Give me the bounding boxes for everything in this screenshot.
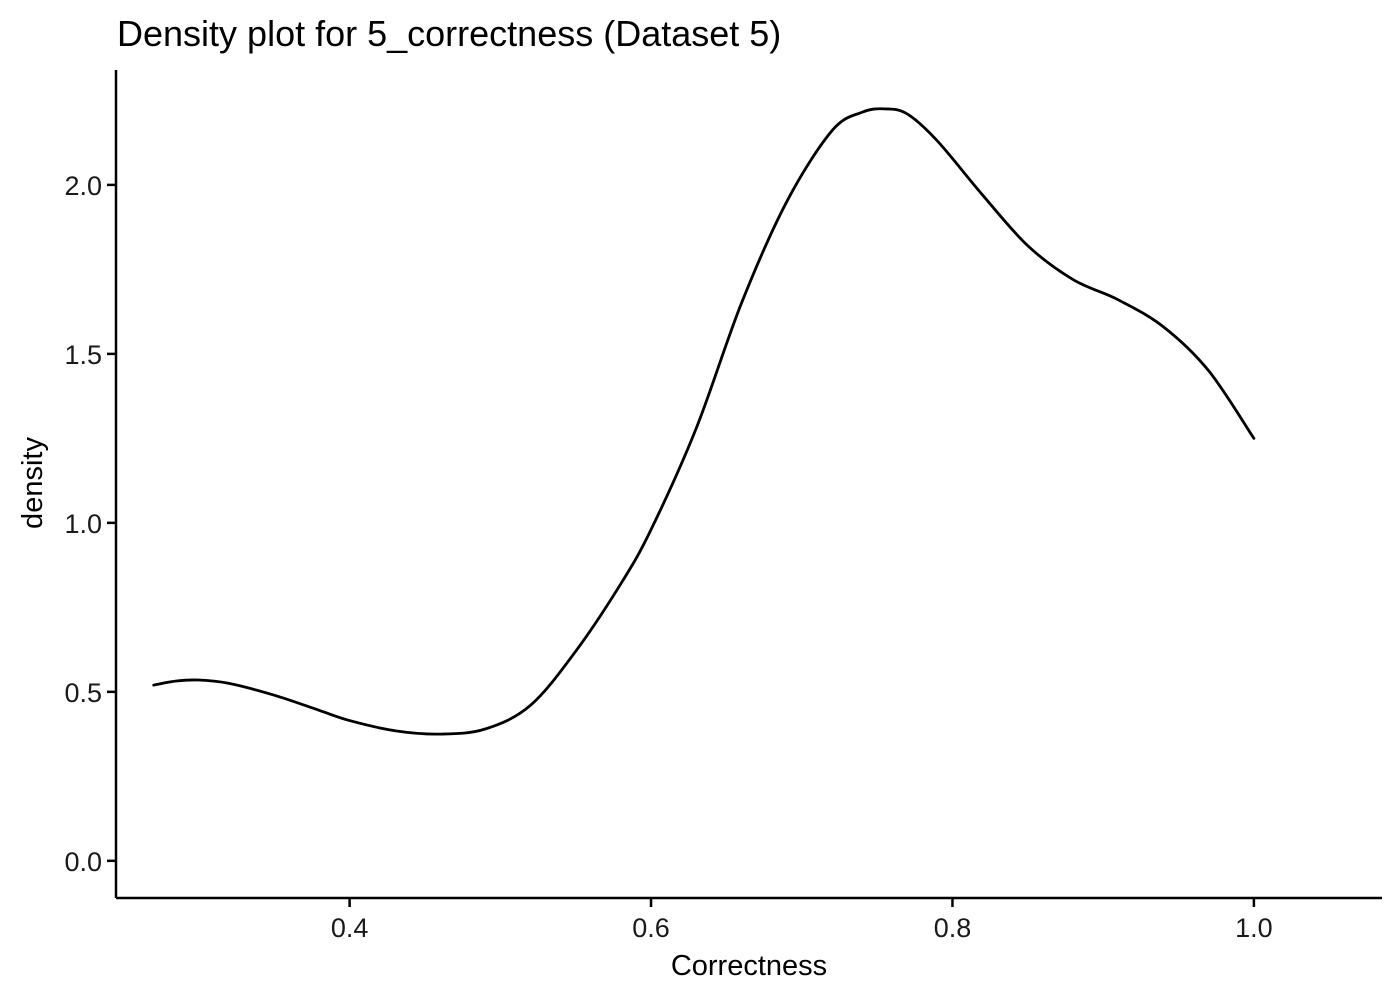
axes [114,70,1382,900]
y-axis-ticks: 0.0 0.5 1.0 1.5 2.0 [64,171,116,877]
chart-title: Density plot for 5_correctness (Dataset … [117,13,781,54]
y-tick-label: 2.0 [64,171,102,201]
x-tick-label: 1.0 [1235,913,1273,943]
y-tick-label: 0.5 [64,678,102,708]
y-axis-label: density [17,437,49,529]
y-tick-label: 1.5 [64,340,102,370]
x-axis-ticks: 0.4 0.6 0.8 1.0 [331,898,1273,943]
x-tick-label: 0.6 [632,913,670,943]
y-tick-label: 0.0 [64,847,102,877]
y-tick-label: 1.0 [64,509,102,539]
x-tick-label: 0.8 [934,913,972,943]
density-curve [152,107,1256,736]
x-tick-label: 0.4 [331,913,369,943]
x-axis-label: Correctness [671,950,827,982]
